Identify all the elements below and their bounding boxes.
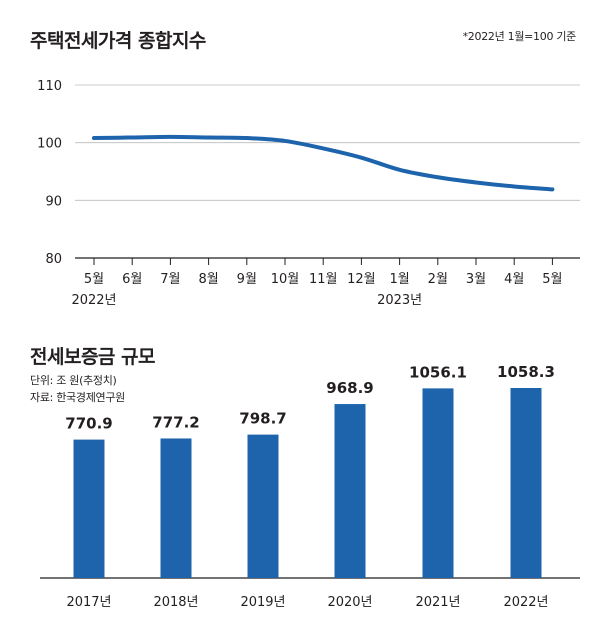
bar [160, 438, 192, 578]
bar [422, 388, 454, 578]
bar-value-label: 1056.1 [409, 363, 467, 381]
bar-value-label: 777.2 [152, 413, 199, 431]
x-tick-label: 10월 [271, 272, 300, 287]
bar-value-label: 770.9 [65, 415, 112, 433]
bar-value-label: 1058.3 [497, 363, 555, 381]
x-tick-label: 5월 [542, 272, 562, 287]
x-tick-label: 7월 [160, 272, 180, 287]
category-label: 2019년 [240, 595, 285, 610]
index-base-note: *2022년 1월=100 기준 [462, 30, 577, 43]
x-tick-label: 11월 [309, 272, 338, 287]
y-tick-label: 80 [45, 252, 62, 267]
category-label: 2022년 [503, 595, 548, 610]
bar-value-label: 968.9 [326, 379, 373, 397]
y-tick-label: 100 [37, 137, 62, 152]
category-label: 2018년 [153, 595, 198, 610]
x-tick-label: 4월 [504, 272, 524, 287]
bar-value-label: 798.7 [239, 410, 286, 428]
y-tick-label: 90 [45, 194, 62, 209]
bar [334, 404, 366, 578]
x-tick-label: 12월 [347, 272, 376, 287]
year-label: 2023년 [377, 293, 422, 308]
x-tick-label: 6월 [122, 272, 142, 287]
line-chart-title: 주택전세가격 종합지수 [30, 30, 206, 52]
category-label: 2021년 [415, 595, 460, 610]
bar [73, 439, 105, 578]
x-tick-label: 2월 [428, 272, 448, 287]
category-label: 2020년 [327, 595, 372, 610]
source-note: 자료: 한국경제연구원 [30, 391, 125, 404]
year-label: 2022년 [71, 293, 116, 308]
y-tick-label: 110 [37, 79, 62, 94]
bar-chart-title: 전세보증금 규모 [30, 346, 155, 368]
x-tick-label: 9월 [237, 272, 257, 287]
x-tick-label: 8월 [198, 272, 218, 287]
index-series-line [92, 134, 555, 192]
x-tick-label: 1월 [389, 272, 409, 287]
x-tick-label: 5월 [84, 272, 104, 287]
x-tick-label: 3월 [466, 272, 486, 287]
unit-note: 단위: 조 원(추정치) [30, 374, 117, 387]
category-label: 2017년 [66, 595, 111, 610]
line-chart: 110 100 90 80 5월 6월 7월 8월 9월 10월 11월 12월 1월 2월 3월 4월 5월 2… [37, 79, 580, 308]
bar [247, 434, 279, 578]
bar [510, 388, 542, 578]
